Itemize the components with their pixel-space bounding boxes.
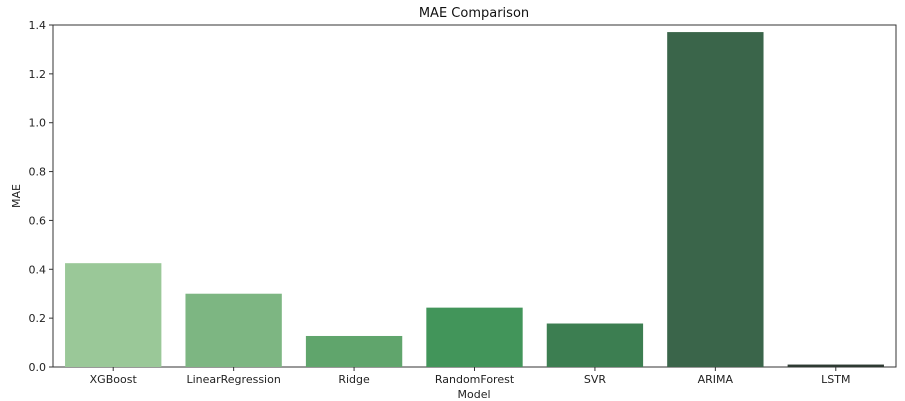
x-axis: XGBoost LinearRegression Ridge RandomForest… xyxy=(90,367,850,386)
x-tick-label: SVR xyxy=(584,373,607,386)
x-tick-label: ARIMA xyxy=(698,373,734,386)
y-tick-label: 0.8 xyxy=(29,166,47,179)
x-axis-label: Model xyxy=(457,388,490,401)
bar-arima xyxy=(667,32,764,367)
y-tick-label: 0.6 xyxy=(29,214,47,227)
bars-group xyxy=(65,32,884,367)
y-tick-label: 1.2 xyxy=(29,68,47,81)
bar-linearregression xyxy=(185,293,282,367)
x-tick-label: XGBoost xyxy=(90,373,138,386)
x-tick-label: Ridge xyxy=(338,373,370,386)
y-axis: 0.0 0.2 0.4 0.6 0.8 1.0 1.2 1.4 xyxy=(29,19,53,374)
y-tick-label: 0.4 xyxy=(29,263,47,276)
y-tick-label: 0.0 xyxy=(29,361,47,374)
y-tick-label: 1.0 xyxy=(29,117,47,130)
x-tick-label: LinearRegression xyxy=(186,373,280,386)
bar-lstm xyxy=(787,364,884,367)
x-tick-label: LSTM xyxy=(821,373,850,386)
y-axis-label: MAE xyxy=(10,184,23,208)
bar-randomforest xyxy=(426,307,523,367)
y-tick-label: 1.4 xyxy=(29,19,47,32)
bar-ridge xyxy=(305,335,403,367)
chart-title: MAE Comparison xyxy=(419,6,529,21)
y-tick-label: 0.2 xyxy=(29,312,47,325)
bar-xgboost xyxy=(65,263,162,367)
x-tick-label: RandomForest xyxy=(435,373,515,386)
bar-svr xyxy=(546,323,644,367)
